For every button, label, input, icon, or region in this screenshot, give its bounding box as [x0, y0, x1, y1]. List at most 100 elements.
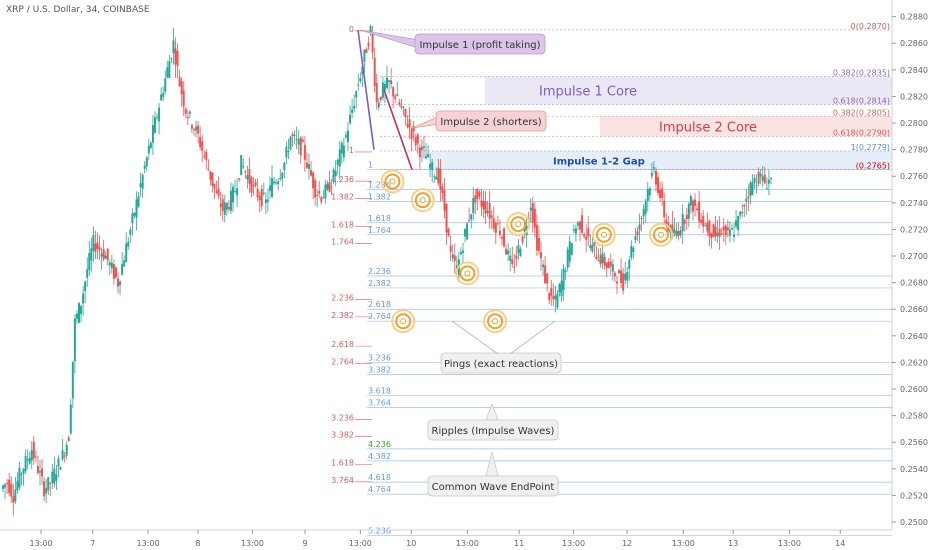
time-tick-label: 7 [90, 539, 95, 548]
candle-body [197, 125, 200, 134]
ping-ring-inner [384, 173, 401, 190]
candle-body [581, 215, 584, 233]
candle-body [36, 465, 39, 474]
candle-body [355, 91, 358, 98]
candle-body [260, 189, 263, 207]
candle-body [4, 484, 7, 488]
price-tick-label: 0.2840 [900, 66, 928, 75]
fib-top-label: 0.382(0.2835) [833, 68, 890, 77]
candle-body [149, 142, 152, 148]
candle-body [78, 303, 80, 323]
candle-body [394, 96, 397, 99]
candle-body [108, 262, 111, 266]
fib-red-label: 3.382 [331, 431, 354, 440]
candle-body [375, 82, 378, 103]
fib-blue-label: 3.764 [368, 399, 391, 408]
fib-red-label: 1.764 [331, 238, 354, 247]
candle-body [642, 209, 645, 217]
candle-body [735, 220, 738, 227]
candle-body [43, 481, 46, 497]
candle-body [377, 102, 380, 108]
candle-body [420, 146, 423, 150]
ripples-callout-pointer [485, 402, 499, 421]
candle-body [353, 105, 356, 109]
candle-body [459, 252, 462, 255]
candle-body [57, 458, 60, 467]
candle-body [381, 82, 384, 98]
candle-body [291, 134, 294, 137]
price-tick-label: 0.2680 [900, 279, 928, 288]
candle-body [624, 273, 627, 281]
time-tick-label: 13:00 [562, 539, 585, 548]
candle-body [628, 259, 631, 269]
candle-body [418, 147, 421, 158]
fib-top-label: 0.382(0.2805) [833, 108, 890, 117]
candle-body [328, 181, 331, 192]
time-tick-label: 13:00 [456, 539, 479, 548]
candle-body [461, 250, 464, 253]
pings-leader-right [509, 320, 556, 355]
candle-body [435, 176, 438, 180]
impulse1-core-zone [485, 76, 892, 105]
candle-body [480, 200, 483, 207]
candle-body [301, 139, 304, 142]
price-tick-label: 0.2760 [900, 172, 928, 181]
candle-body [137, 196, 140, 207]
candle-body [654, 170, 657, 185]
candle-body [722, 226, 725, 231]
candle-body [498, 230, 501, 235]
time-tick-label: 13:00 [30, 539, 53, 548]
candle-body [285, 146, 288, 158]
price-tick-label: 0.2700 [900, 252, 928, 261]
candle-body [595, 256, 598, 260]
impulse2-callout-box [435, 110, 547, 132]
candle-body [186, 116, 189, 119]
candle-body [412, 125, 415, 132]
candle-body [700, 219, 703, 223]
candle-body [494, 223, 497, 233]
candle-body [763, 174, 766, 184]
candle-body [342, 145, 345, 158]
candle-body [254, 182, 257, 186]
candle-body [679, 230, 682, 235]
ping-center [419, 197, 426, 204]
candle-body [34, 456, 37, 458]
candle-body [234, 191, 237, 193]
ping-ring-inner [652, 226, 669, 243]
candle-body [523, 226, 526, 232]
time-tick-label: 8 [195, 539, 200, 548]
candle-body [312, 172, 315, 189]
candle-body [702, 216, 705, 227]
candle-body [71, 361, 74, 399]
candle-body [431, 162, 434, 171]
candle-body [227, 206, 230, 210]
candle-body [242, 166, 245, 168]
candle-body [765, 188, 768, 190]
candle-body [683, 219, 686, 224]
candle-body [548, 293, 551, 301]
candle-body [178, 77, 181, 87]
candle-body [289, 136, 292, 150]
candle-body [607, 261, 610, 269]
candle-body [141, 174, 144, 189]
candle-body [41, 468, 44, 477]
candle-body [326, 183, 329, 190]
candle-body [110, 262, 113, 269]
candle-body [755, 185, 758, 187]
price-tick-label: 0.2720 [900, 225, 928, 234]
candle-body [396, 94, 399, 97]
ping-ring-inner [459, 265, 476, 282]
candle-body [657, 177, 660, 194]
candle-body [659, 189, 662, 198]
candle-body [437, 167, 440, 184]
candle-body [248, 169, 251, 184]
candle-body [611, 264, 614, 272]
candle-body [429, 163, 432, 169]
candle-body [468, 219, 471, 221]
candle-body [698, 201, 701, 222]
candle-body [636, 231, 639, 236]
candle-body [174, 48, 177, 65]
candle-body [661, 188, 664, 199]
candle-body [221, 199, 224, 211]
